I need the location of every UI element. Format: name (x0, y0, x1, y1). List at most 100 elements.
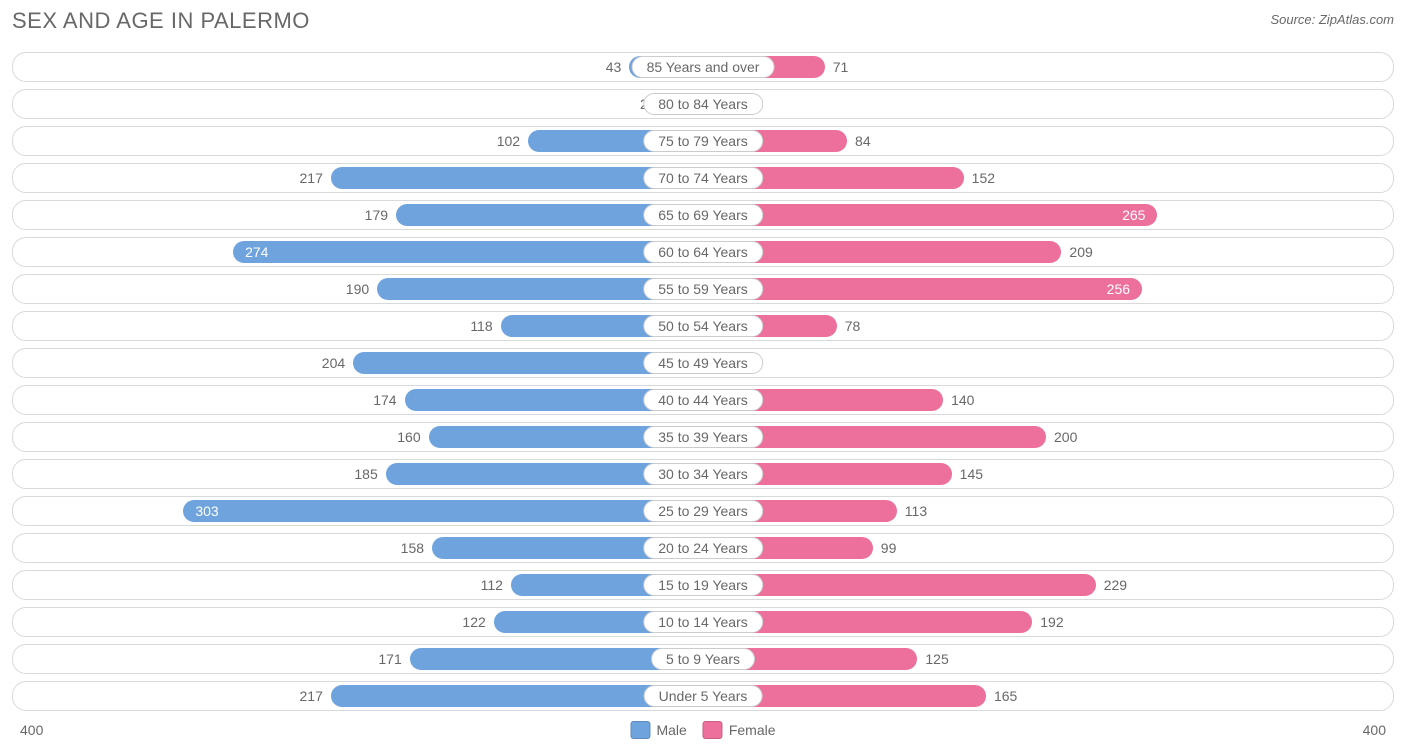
chart-source: Source: ZipAtlas.com (1270, 12, 1394, 27)
male-half: 23 (17, 93, 703, 115)
age-group-label: 80 to 84 Years (643, 93, 763, 115)
age-group-label: 20 to 24 Years (643, 537, 763, 559)
female-half: 21 (703, 93, 1389, 115)
female-half: 113 (703, 500, 1389, 522)
male-value-label: 171 (378, 648, 409, 670)
age-row: 158 99 20 to 24 Years (12, 533, 1394, 563)
age-group-label: 70 to 74 Years (643, 167, 763, 189)
age-row: 160 200 35 to 39 Years (12, 422, 1394, 452)
female-value-label: 125 (917, 648, 948, 670)
male-swatch-icon (630, 721, 650, 739)
age-group-label: 75 to 79 Years (643, 130, 763, 152)
male-value-label: 174 (373, 389, 404, 411)
male-half: 171 (17, 648, 703, 670)
age-row: 190 25655 to 59 Years (12, 274, 1394, 304)
female-value-label: 192 (1032, 611, 1063, 633)
male-value-label: 274 (233, 241, 278, 263)
chart-footer: 400 MaleFemale 400 (12, 719, 1394, 741)
age-row: 102 84 75 to 79 Years (12, 126, 1394, 156)
female-half: 71 (703, 56, 1389, 78)
female-half: 265 (703, 204, 1389, 226)
age-group-label: 60 to 64 Years (643, 241, 763, 263)
female-half: 99 (703, 537, 1389, 559)
age-group-label: 65 to 69 Years (643, 204, 763, 226)
age-row: 174 140 40 to 44 Years (12, 385, 1394, 415)
male-half: 185 (17, 463, 703, 485)
male-half: 112 (17, 574, 703, 596)
female-half: 256 (703, 278, 1389, 300)
legend-item-male: Male (630, 721, 686, 739)
female-half: 165 (703, 685, 1389, 707)
male-value-label: 190 (346, 278, 377, 300)
female-value-label: 99 (873, 537, 897, 559)
age-row: 437185 Years and over (12, 52, 1394, 82)
male-half: 303 (17, 500, 703, 522)
male-value-label: 102 (497, 130, 528, 152)
male-value-label: 179 (365, 204, 396, 226)
male-bar (183, 500, 703, 522)
male-value-label: 160 (397, 426, 428, 448)
male-value-label: 217 (300, 685, 331, 707)
female-value-label: 78 (837, 315, 861, 337)
female-value-label: 113 (897, 500, 927, 522)
age-group-label: 25 to 29 Years (643, 500, 763, 522)
female-half: 125 (703, 648, 1389, 670)
female-value-label: 140 (943, 389, 974, 411)
female-value-label: 265 (703, 204, 1157, 226)
age-row: 303 113 25 to 29 Years (12, 496, 1394, 526)
female-half: 20 (703, 352, 1389, 374)
age-group-label: 50 to 54 Years (643, 315, 763, 337)
chart-rows: 437185 Years and over 232180 to 84 Years 1… (12, 52, 1394, 711)
male-value-label: 158 (401, 537, 432, 559)
male-half: 158 (17, 537, 703, 559)
age-row: 185 145 30 to 34 Years (12, 459, 1394, 489)
male-half: 174 (17, 389, 703, 411)
male-half: 217 (17, 167, 703, 189)
male-half: 160 (17, 426, 703, 448)
female-swatch-icon (703, 721, 723, 739)
axis-max-left: 400 (20, 722, 43, 738)
female-half: 84 (703, 130, 1389, 152)
female-half: 229 (703, 574, 1389, 596)
age-group-label: 30 to 34 Years (643, 463, 763, 485)
female-value-label: 229 (1096, 574, 1127, 596)
male-half: 122 (17, 611, 703, 633)
age-group-label: 55 to 59 Years (643, 278, 763, 300)
age-group-label: 15 to 19 Years (643, 574, 763, 596)
legend-label: Male (656, 722, 686, 738)
female-half: 209 (703, 241, 1389, 263)
male-half: 179 (17, 204, 703, 226)
male-value-label: 217 (300, 167, 331, 189)
legend-label: Female (729, 722, 776, 738)
chart-legend: Male Female (630, 721, 775, 739)
female-half: 78 (703, 315, 1389, 337)
female-value-label: 152 (964, 167, 995, 189)
age-row: 112 229 15 to 19 Years (12, 570, 1394, 600)
female-half: 145 (703, 463, 1389, 485)
chart-title: SEX AND AGE IN PALERMO (12, 8, 310, 34)
female-half: 140 (703, 389, 1389, 411)
age-group-label: Under 5 Years (644, 685, 763, 707)
age-group-label: 40 to 44 Years (643, 389, 763, 411)
male-bar (233, 241, 703, 263)
age-group-label: 85 Years and over (632, 56, 775, 78)
age-row: 217 152 70 to 74 Years (12, 163, 1394, 193)
population-pyramid-chart: SEX AND AGE IN PALERMO Source: ZipAtlas.… (0, 0, 1406, 747)
female-value-label: 84 (847, 130, 871, 152)
age-row: 232180 to 84 Years (12, 89, 1394, 119)
legend-item-female: Female (703, 721, 776, 739)
age-group-label: 10 to 14 Years (643, 611, 763, 633)
age-group-label: 5 to 9 Years (651, 648, 755, 670)
female-value-label: 145 (952, 463, 983, 485)
male-value-label: 204 (322, 352, 353, 374)
male-value-label: 185 (354, 463, 385, 485)
female-half: 192 (703, 611, 1389, 633)
female-value-label: 200 (1046, 426, 1077, 448)
male-half: 204 (17, 352, 703, 374)
male-half: 190 (17, 278, 703, 300)
male-value-label: 303 (183, 500, 228, 522)
female-value-label: 209 (1061, 241, 1092, 263)
age-group-label: 35 to 39 Years (643, 426, 763, 448)
male-half: 274 (17, 241, 703, 263)
age-row: 171 125 5 to 9 Years (12, 644, 1394, 674)
